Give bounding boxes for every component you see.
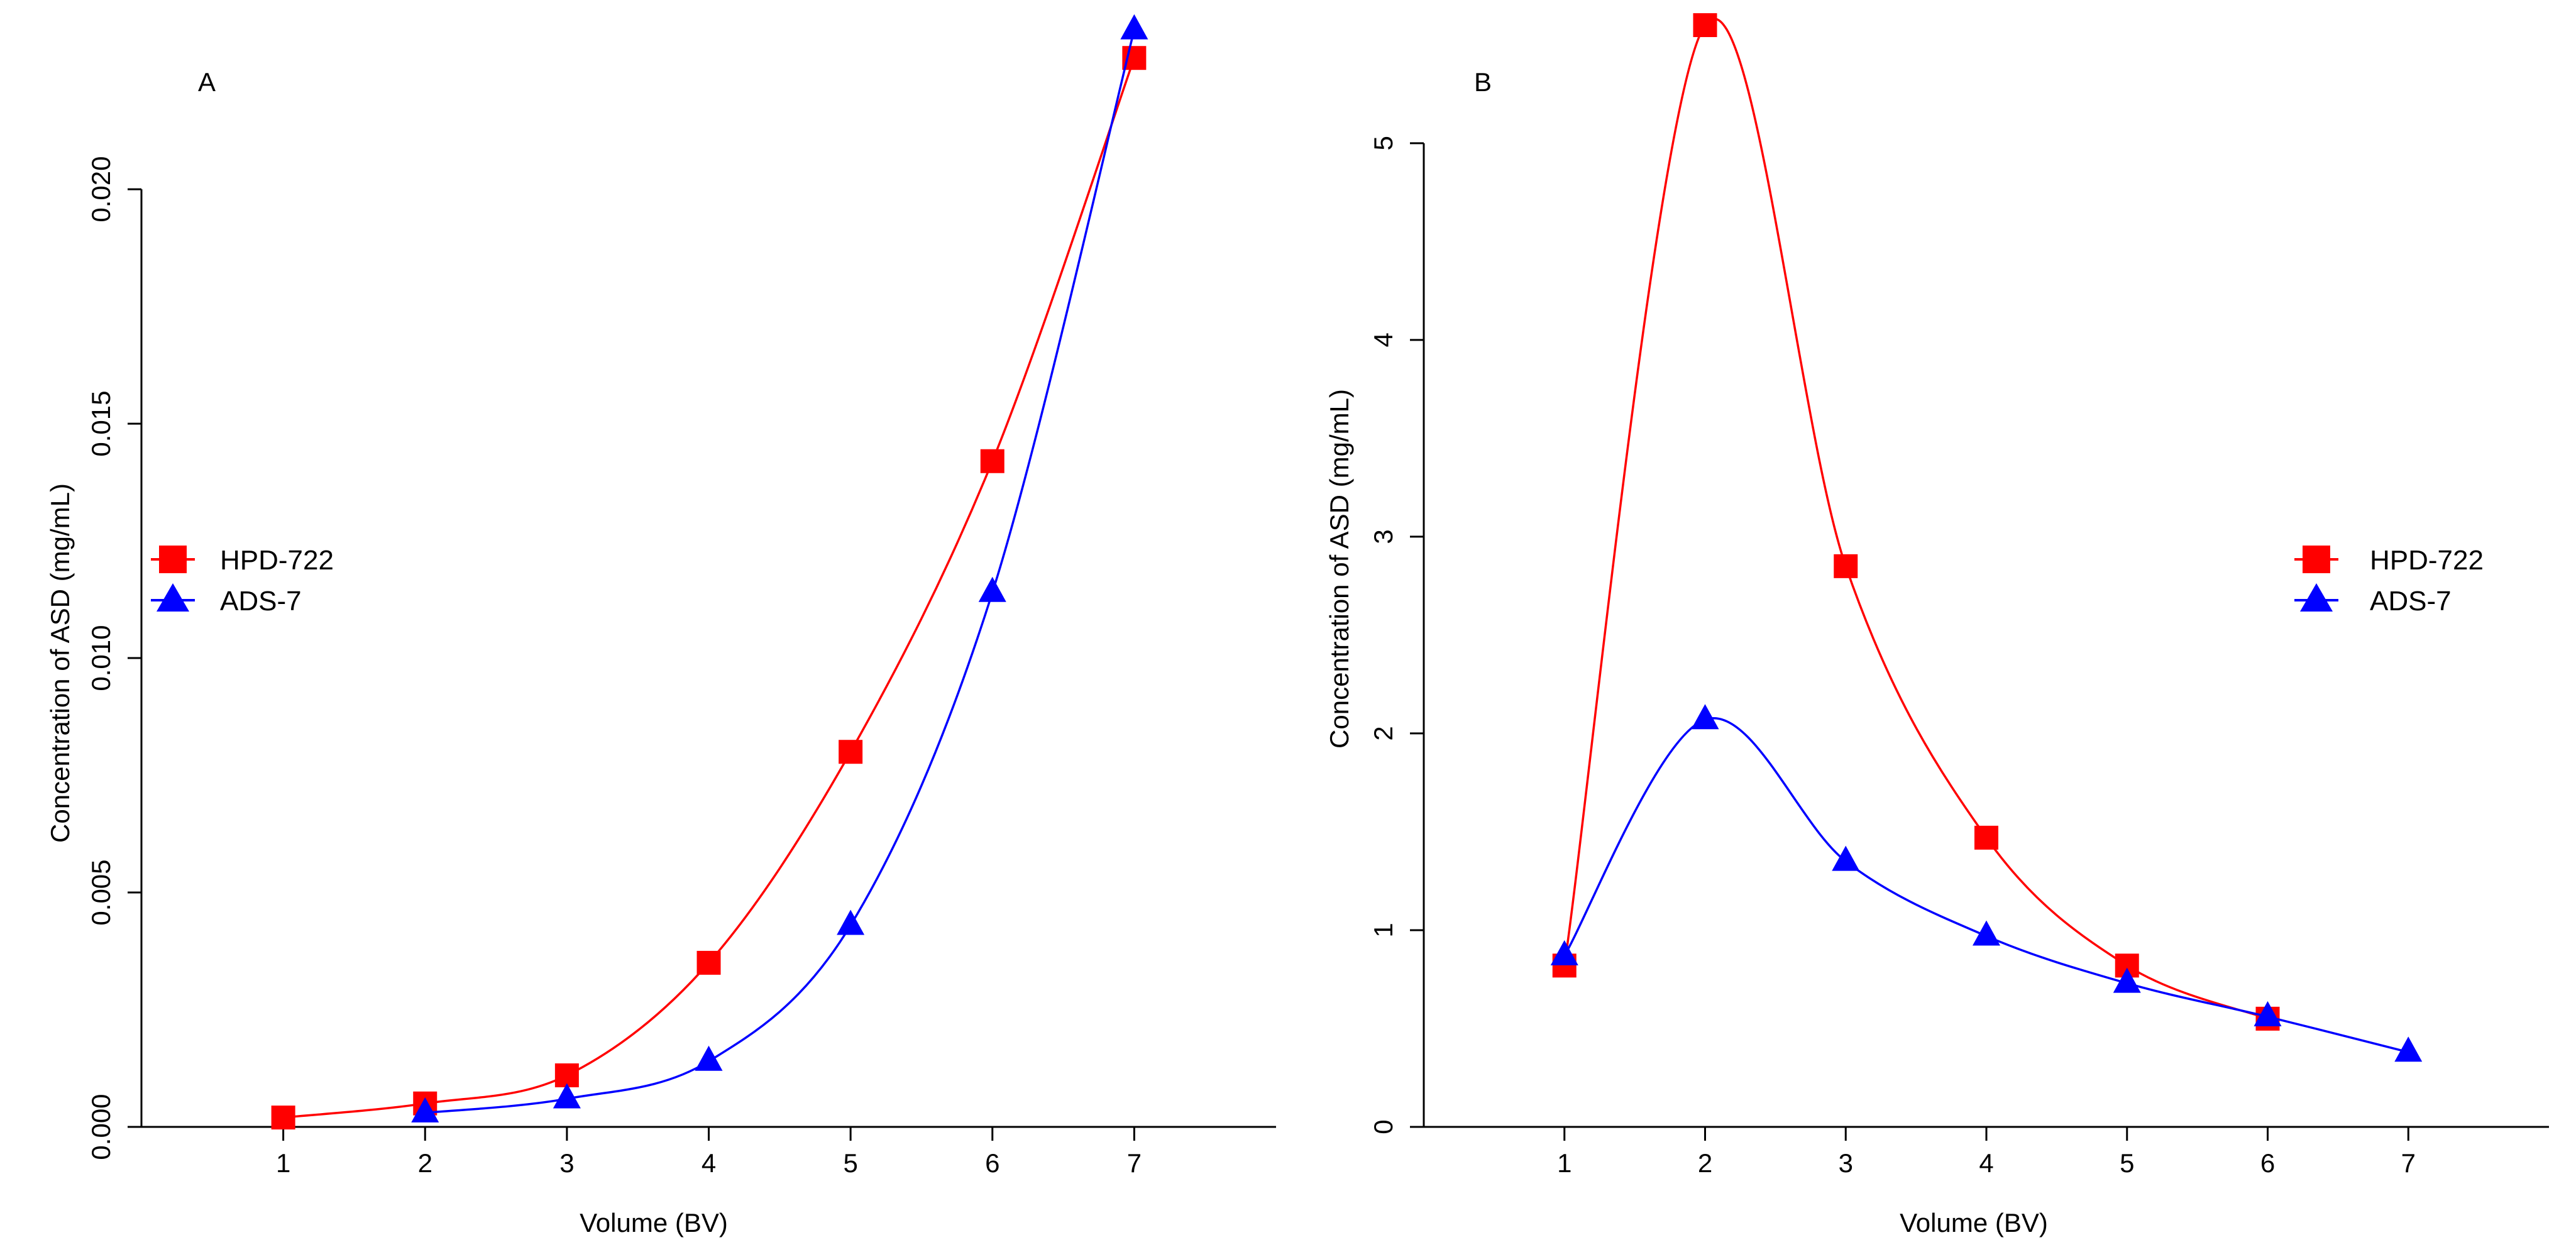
y-tick-label: 1: [1368, 923, 1398, 937]
data-point-hpd-722: [839, 740, 863, 764]
data-point-ads-7: [2394, 1036, 2423, 1062]
panel-b-chart: B Volume (BV) Concentration of ASD (mg/m…: [1324, 13, 2549, 1238]
data-point-hpd-722: [696, 950, 721, 975]
legend-b-ads-label: ADS-7: [2370, 586, 2452, 617]
series-line-hpd-722: [1563, 18, 2269, 1020]
data-point-ads-7: [1120, 14, 1148, 40]
data-point-ads-7: [553, 1083, 581, 1109]
y-tick-label: 0.015: [86, 391, 116, 457]
legend-b-ads-marker: [2300, 583, 2333, 612]
panel-b-legend: HPD-722 ADS-7: [2294, 545, 2484, 617]
x-tick-label: 5: [2120, 1148, 2134, 1178]
y-tick-label: 4: [1368, 332, 1398, 347]
legend-a-ads-label: ADS-7: [220, 586, 302, 617]
x-tick-label: 4: [1979, 1148, 1993, 1178]
x-tick-label: 5: [843, 1148, 857, 1178]
data-point-ads-7: [1832, 845, 1860, 871]
data-point-ads-7: [1550, 940, 1578, 965]
x-tick-label: 6: [985, 1148, 999, 1178]
x-tick-label: 7: [2401, 1148, 2416, 1178]
legend-a-hpd-marker: [159, 546, 187, 573]
y-tick-label: 0.020: [86, 156, 116, 222]
x-tick-label: 3: [559, 1148, 574, 1178]
data-point-ads-7: [695, 1045, 723, 1071]
data-point-ads-7: [1691, 704, 1719, 730]
data-point-hpd-722: [1693, 13, 1717, 37]
x-tick-label: 7: [1127, 1148, 1142, 1178]
panel-b-ticks: 1 2 3 4 5 6 7 0 1 2 3 4 5: [1368, 136, 2549, 1178]
panel-b-series: [1550, 13, 2423, 1062]
y-tick-label: 2: [1368, 726, 1398, 740]
x-tick-label: 4: [702, 1148, 716, 1178]
data-point-ads-7: [1973, 920, 2000, 946]
data-point-hpd-722: [1834, 554, 1858, 578]
panel-b-x-axis-title: Volume (BV): [1900, 1208, 2048, 1238]
legend-a-hpd-label: HPD-722: [220, 545, 334, 576]
panel-a-series: [271, 14, 1148, 1130]
panel-b-letter: B: [1474, 67, 1492, 97]
x-tick-label: 2: [1698, 1148, 1712, 1178]
panel-b-y-axis-title: Concentration of ASD (mg/mL): [1324, 389, 1354, 749]
y-tick-label: 5: [1368, 136, 1398, 150]
panel-a-y-axis-title: Concentration of ASD (mg/mL): [45, 483, 75, 843]
y-tick-label: 0.005: [86, 859, 116, 925]
x-tick-label: 1: [276, 1148, 290, 1178]
y-tick-label: 0.000: [86, 1094, 116, 1160]
y-tick-label: 0.010: [86, 625, 116, 691]
panel-a-letter: A: [198, 67, 216, 97]
data-point-ads-7: [978, 576, 1006, 602]
x-tick-label: 2: [418, 1148, 432, 1178]
data-point-ads-7: [2254, 1001, 2282, 1026]
y-tick-label: 0: [1368, 1119, 1398, 1134]
data-point-ads-7: [2113, 967, 2141, 993]
data-point-hpd-722: [980, 449, 1005, 473]
x-tick-label: 1: [1557, 1148, 1571, 1178]
data-point-hpd-722: [271, 1106, 295, 1130]
y-tick-label: 3: [1368, 529, 1398, 544]
legend-a-ads-marker: [157, 583, 189, 612]
data-point-hpd-722: [1974, 825, 1998, 850]
panel-a-legend: HPD-722 ADS-7: [151, 545, 334, 617]
legend-b-hpd-marker: [2303, 546, 2330, 573]
panel-a-ticks: 1 2 3 4 5 6 7 0.000 0.005 0.010 0.015 0.020: [86, 156, 1276, 1178]
data-point-ads-7: [837, 909, 865, 935]
legend-b-hpd-label: HPD-722: [2370, 545, 2484, 576]
panel-a-chart: A Volume (BV) Concentration of ASD (mg/m…: [45, 14, 1276, 1238]
series-line-hpd-722: [283, 57, 1136, 1119]
x-tick-label: 3: [1839, 1148, 1853, 1178]
panel-a-x-axis-title: Volume (BV): [580, 1208, 728, 1238]
data-point-ads-7: [411, 1097, 439, 1123]
x-tick-label: 6: [2260, 1148, 2275, 1178]
